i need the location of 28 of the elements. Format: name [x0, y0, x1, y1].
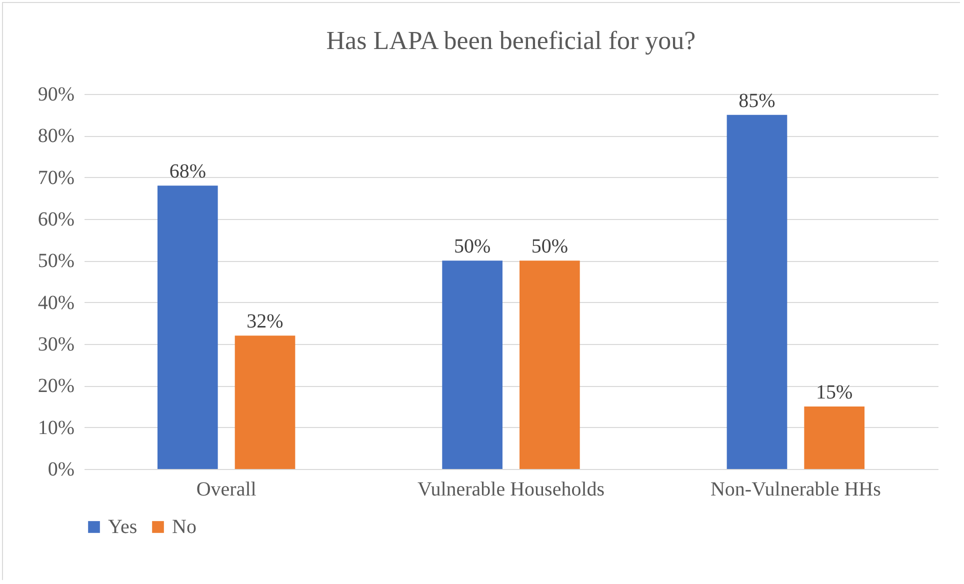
- y-tick-label: 90%: [38, 84, 74, 106]
- x-tick-label: Non-Vulnerable HHs: [710, 478, 882, 500]
- y-tick-label: 20%: [38, 375, 74, 398]
- data-label: 50%: [531, 236, 568, 258]
- bar: [234, 336, 296, 469]
- x-tick-label: Overall: [196, 478, 257, 500]
- bar: [520, 260, 580, 469]
- y-tick-label: 70%: [38, 166, 74, 189]
- bar: [157, 186, 218, 469]
- chart-title: Has LAPA been beneficial for you?: [326, 26, 696, 55]
- legend-label: No: [172, 516, 196, 538]
- data-label: 85%: [738, 90, 776, 112]
- bar: [442, 260, 502, 469]
- y-tick-label: 30%: [38, 334, 74, 356]
- data-label: 32%: [246, 310, 284, 333]
- data-label: 15%: [816, 382, 853, 404]
- data-label: 50%: [454, 236, 491, 258]
- bar: [726, 114, 788, 469]
- y-tick-label: 0%: [48, 458, 74, 480]
- bar: [804, 406, 865, 469]
- y-tick-label: 50%: [38, 250, 74, 272]
- y-tick-label: 60%: [38, 208, 74, 230]
- legend-label: Yes: [108, 516, 138, 538]
- x-tick-label: Vulnerable Households: [417, 478, 605, 500]
- y-tick-label: 80%: [38, 125, 74, 148]
- y-tick-label: 40%: [38, 292, 74, 314]
- y-tick-label: 10%: [38, 416, 74, 439]
- data-label: 68%: [169, 160, 206, 183]
